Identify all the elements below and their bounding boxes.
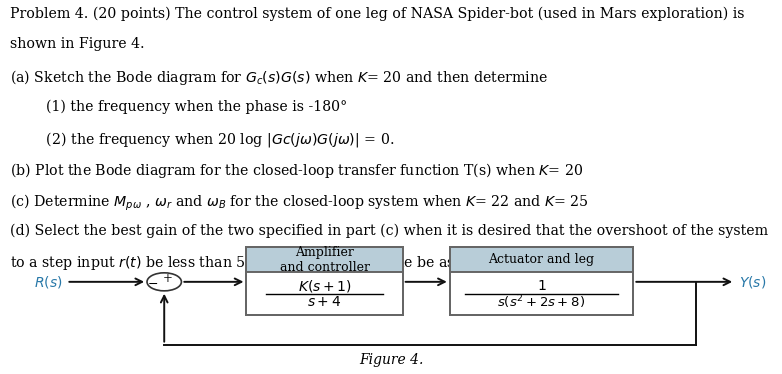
Text: $Y(s)$: $Y(s)$ xyxy=(739,274,766,290)
Circle shape xyxy=(147,273,181,291)
Text: to a step input $r(t)$ be less than 5% and the settling time be as short as poss: to a step input $r(t)$ be less than 5% a… xyxy=(10,254,584,272)
Text: (d) Select the best gain of the two specified in part (c) when it is desired tha: (d) Select the best gain of the two spec… xyxy=(10,223,768,237)
Text: (c) Determine $M_{p\omega}$ , $\omega_r$ and $\omega_B$ for the closed-loop syst: (c) Determine $M_{p\omega}$ , $\omega_r$… xyxy=(10,192,589,212)
Text: $s + 4$: $s + 4$ xyxy=(307,295,342,309)
Text: (1) the frequency when the phase is -180°: (1) the frequency when the phase is -180… xyxy=(10,99,347,114)
Bar xyxy=(450,247,633,272)
Text: (b) Plot the Bode diagram for the closed-loop transfer function T(s) when $K$= 2: (b) Plot the Bode diagram for the closed… xyxy=(10,161,583,180)
Text: Figure 4.: Figure 4. xyxy=(359,353,423,367)
Bar xyxy=(246,247,403,272)
Text: shown in Figure 4.: shown in Figure 4. xyxy=(10,37,145,51)
Text: Amplifier
and controller: Amplifier and controller xyxy=(279,246,370,274)
Text: $K(s + 1)$: $K(s + 1)$ xyxy=(298,278,351,294)
Text: $s(s^2 + 2s + 8)$: $s(s^2 + 2s + 8)$ xyxy=(497,294,586,311)
Text: $1$: $1$ xyxy=(536,279,547,293)
Text: (a) Sketch the Bode diagram for $G_c(s)G(s)$ when $K$= 20 and then determine: (a) Sketch the Bode diagram for $G_c(s)G… xyxy=(10,68,548,87)
Bar xyxy=(246,247,403,315)
Text: $R(s)$: $R(s)$ xyxy=(34,274,63,290)
Bar xyxy=(450,272,633,315)
Text: Actuator and leg: Actuator and leg xyxy=(489,253,594,266)
Text: +: + xyxy=(163,273,172,285)
Bar xyxy=(450,247,633,315)
Text: Problem 4. (20 points) The control system of one leg of NASA Spider-bot (used in: Problem 4. (20 points) The control syste… xyxy=(10,6,744,21)
Text: (2) the frequency when 20 log $|Gc(j\omega)G(j\omega)|$ = 0.: (2) the frequency when 20 log $|Gc(j\ome… xyxy=(10,130,394,149)
Bar xyxy=(246,272,403,315)
Text: −: − xyxy=(147,278,158,291)
